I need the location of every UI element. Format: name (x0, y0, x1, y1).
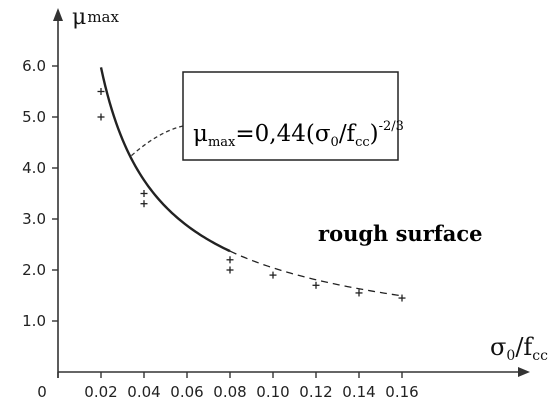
y-axis-title-main: μ (72, 5, 86, 30)
data-point (97, 113, 105, 121)
x-tick-label: 0.02 (84, 383, 117, 401)
y-tick-label: 4.0 (22, 159, 46, 177)
annotation-close: ) (370, 121, 379, 147)
x-ticks: 0 0.02 0.04 0.06 0.08 0.10 0.12 0.14 0.16 (37, 372, 419, 401)
x-tick-label: 0.04 (127, 383, 160, 401)
x-axis-arrow (518, 367, 530, 377)
x-tick-label: 0.12 (299, 383, 332, 401)
y-axis-arrow (53, 8, 63, 21)
data-point (226, 266, 234, 274)
annotation-box (182, 71, 399, 161)
y-axis-title-sub: max (87, 8, 119, 26)
annotation-prefix: μ (193, 121, 208, 147)
x-tick-label: 0 (37, 383, 47, 401)
data-point (312, 281, 320, 289)
x-tick-label: 0.10 (256, 383, 289, 401)
x-axis-title-sep: /f (515, 333, 534, 361)
fit-curve-solid (99, 67, 231, 253)
x-tick-label: 0.08 (213, 383, 246, 401)
data-point (398, 294, 406, 302)
x-tick-label: 0.14 (342, 383, 375, 401)
fit-curve-dashed (229, 250, 403, 297)
y-axis-title: μmax (72, 5, 119, 30)
x-axis-title-main: σ (490, 333, 506, 361)
x-tick-label: 0.06 (170, 383, 203, 401)
annotation-sup: -2/3 (379, 119, 404, 134)
annotation-prefix-sub: max (208, 135, 236, 150)
data-point (140, 190, 148, 197)
y-ticks: 1.0 2.0 3.0 4.0 5.0 6.0 (22, 57, 58, 330)
data-point (97, 88, 105, 95)
series-label: rough surface (318, 221, 483, 246)
annotation-formula: μmax=0,44(σ0/fcc)-2/3 (193, 119, 404, 150)
data-point (269, 271, 277, 279)
y-tick-label: 5.0 (22, 108, 46, 126)
annotation-mid: /f (339, 121, 357, 147)
y-tick-label: 1.0 (22, 312, 46, 330)
x-tick-label: 0.16 (385, 383, 418, 401)
annotation-sub1: 0 (331, 135, 339, 150)
annotation-leader (130, 125, 184, 157)
y-tick-label: 6.0 (22, 57, 46, 75)
data-point (355, 289, 363, 297)
data-point (226, 256, 234, 264)
y-tick-label: 3.0 (22, 210, 46, 228)
x-axis-title: σ0/fcc (490, 333, 548, 364)
annotation-sub2: cc (355, 135, 370, 150)
data-points (97, 88, 406, 302)
data-point (140, 200, 148, 208)
x-axis-title-sub1: 0 (506, 348, 515, 364)
x-axis-title-sub2: cc (532, 348, 548, 364)
y-tick-label: 2.0 (22, 261, 46, 279)
annotation-eq: =0,44(σ (235, 121, 330, 147)
